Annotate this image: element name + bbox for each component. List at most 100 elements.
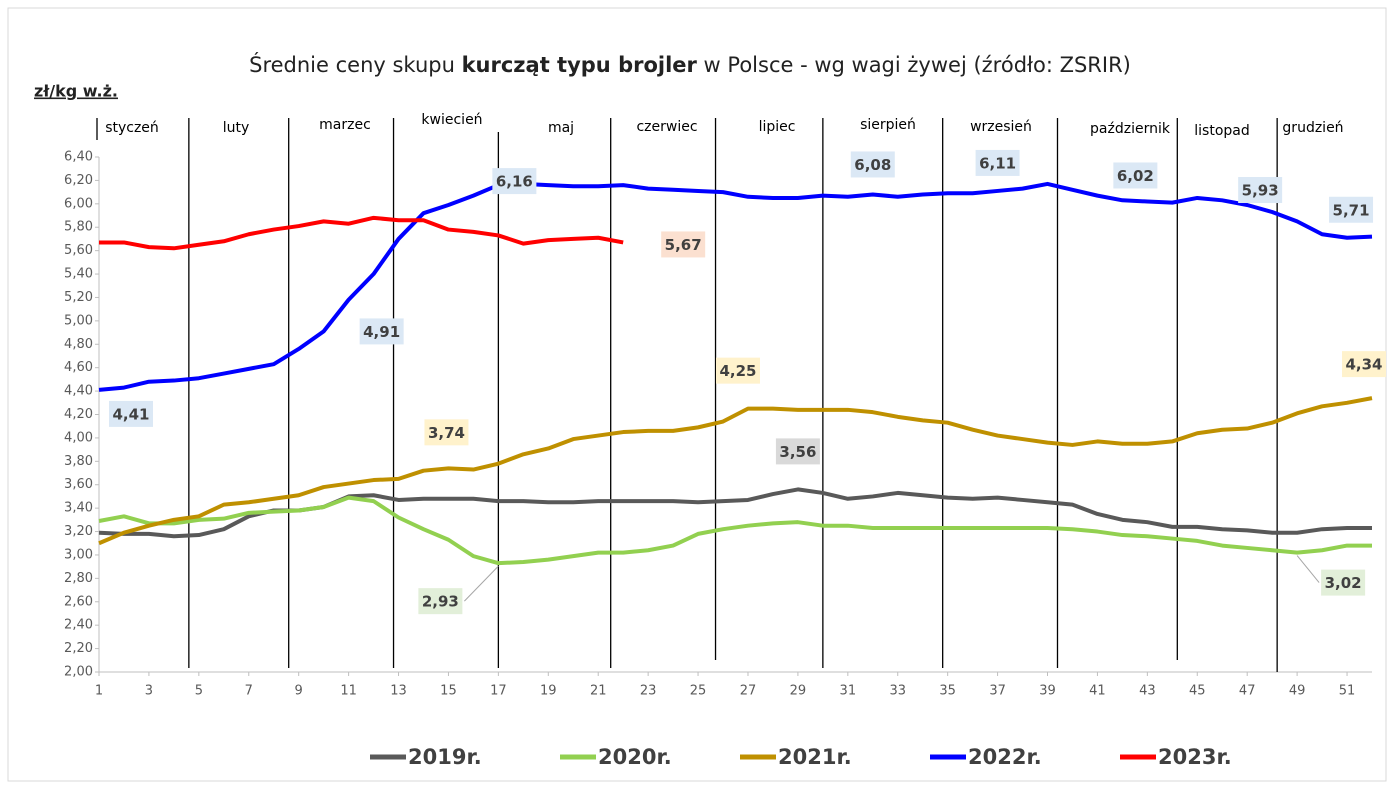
- data-label-box: [1113, 162, 1158, 189]
- legend-label: 2022r.: [968, 745, 1042, 769]
- x-tick-label: 39: [1039, 684, 1056, 699]
- title-part: Średnie ceny skupu: [249, 52, 461, 77]
- legend-label: 2019r.: [408, 745, 482, 769]
- x-tick-label: 43: [1139, 684, 1156, 699]
- title-part: w Polsce - wg wagi żywej (źródło: ZSRIR): [697, 53, 1131, 77]
- data-label-box: [1321, 569, 1366, 596]
- x-tick-label: 7: [245, 684, 253, 699]
- x-tick-label: 21: [590, 684, 607, 699]
- y-tick-label: 5,80: [64, 220, 93, 235]
- data-label: 3,02: [1325, 574, 1362, 592]
- y-tick-label: 6,40: [64, 150, 93, 165]
- x-tick-label: 37: [989, 684, 1006, 699]
- month-label: grudzień: [1282, 120, 1343, 136]
- leader-line: [1296, 555, 1320, 583]
- data-label-box: [1342, 351, 1386, 378]
- x-tick-label: 1: [95, 684, 103, 699]
- leader-line: [464, 565, 499, 602]
- x-tick-label: 11: [340, 684, 357, 699]
- series-line: [98, 396, 1373, 546]
- x-tick-label: 5: [195, 684, 203, 699]
- y-tick-label: 4,40: [64, 384, 93, 399]
- y-tick-label: 3,20: [64, 524, 93, 539]
- y-tick-label: 4,60: [64, 360, 93, 375]
- data-label: 4,41: [112, 405, 149, 423]
- x-tick-label: 17: [490, 684, 507, 699]
- data-label-box: [715, 357, 760, 384]
- x-tick-label: 49: [1289, 684, 1306, 699]
- y-tick-label: 5,40: [64, 267, 93, 282]
- data-label: 5,93: [1242, 182, 1279, 200]
- series-line: [99, 215, 624, 251]
- x-tick-label: 3: [145, 684, 153, 699]
- x-tick-label: 15: [440, 684, 457, 699]
- y-tick-label: 2,80: [64, 571, 93, 586]
- y-tick-label: 2,40: [64, 618, 93, 633]
- data-label-box: [1329, 196, 1374, 223]
- y-tick-label: 3,40: [64, 501, 93, 516]
- x-tick-label: 31: [840, 684, 857, 699]
- data-label-box: [775, 438, 820, 465]
- month-label: listopad: [1194, 123, 1249, 139]
- y-tick-label: 4,00: [64, 430, 93, 445]
- data-label-box: [109, 400, 153, 427]
- y-tick-label: 3,60: [64, 477, 93, 492]
- month-label: sierpień: [860, 117, 916, 133]
- data-label: 6,02: [1117, 167, 1154, 185]
- y-tick-label: 4,80: [64, 337, 93, 352]
- data-label-box: [359, 318, 404, 345]
- y-tick-label: 5,60: [64, 243, 93, 258]
- x-tick-label: 13: [390, 684, 407, 699]
- month-label: luty: [223, 120, 250, 136]
- y-tick-label: 3,00: [64, 547, 93, 562]
- chart-frame: [7, 7, 1387, 782]
- month-label: wrzesień: [970, 119, 1032, 135]
- y-tick-label: 3,80: [64, 454, 93, 469]
- x-tick-label: 51: [1339, 684, 1356, 699]
- data-label: 6,11: [979, 154, 1016, 172]
- data-label: 4,34: [1345, 356, 1382, 374]
- data-label-box: [975, 149, 1020, 176]
- data-label: 5,67: [665, 236, 702, 254]
- chart-title: Średnie ceny skupu kurcząt typu brojler …: [249, 52, 1131, 77]
- data-label: 4,91: [363, 323, 400, 341]
- month-label: październik: [1090, 121, 1171, 137]
- month-label: lipiec: [759, 119, 796, 135]
- series-line: [98, 181, 1373, 392]
- data-label: 6,08: [854, 156, 891, 174]
- y-tick-label: 2,60: [64, 594, 93, 609]
- month-label: styczeń: [105, 120, 159, 136]
- x-tick-label: 9: [295, 684, 303, 699]
- data-label: 6,16: [496, 173, 533, 191]
- data-label-box: [424, 419, 469, 446]
- y-tick-label: 6,20: [64, 173, 93, 188]
- y-tick-label: 2,20: [64, 641, 93, 656]
- x-tick-label: 27: [740, 684, 757, 699]
- data-label: 3,56: [779, 443, 816, 461]
- y-tick-label: 2,00: [64, 665, 93, 680]
- legend-label: 2023r.: [1158, 745, 1232, 769]
- data-label-box: [1238, 177, 1283, 204]
- data-label-box: [492, 168, 537, 195]
- x-tick-label: 23: [640, 684, 657, 699]
- y-tick-label: 4,20: [64, 407, 93, 422]
- series-line: [98, 495, 1372, 566]
- data-label-box: [850, 151, 895, 178]
- title-part: kurcząt typu brojler: [462, 53, 698, 77]
- y-axis-label: zł/kg w.ż.: [34, 82, 118, 101]
- month-label: kwiecień: [421, 112, 482, 128]
- y-tick-label: 5,20: [64, 290, 93, 305]
- y-tick-label: 6,00: [64, 196, 93, 211]
- data-label: 4,25: [719, 362, 756, 380]
- y-tick-label: 5,00: [64, 313, 93, 328]
- x-tick-label: 29: [790, 684, 807, 699]
- legend-label: 2021r.: [778, 745, 852, 769]
- month-label: maj: [548, 120, 574, 136]
- data-label-box: [418, 588, 463, 615]
- data-label: 5,71: [1333, 201, 1370, 219]
- x-tick-label: 33: [889, 684, 906, 699]
- x-tick-label: 41: [1089, 684, 1106, 699]
- data-label-box: [661, 231, 706, 258]
- month-label: marzec: [319, 117, 371, 133]
